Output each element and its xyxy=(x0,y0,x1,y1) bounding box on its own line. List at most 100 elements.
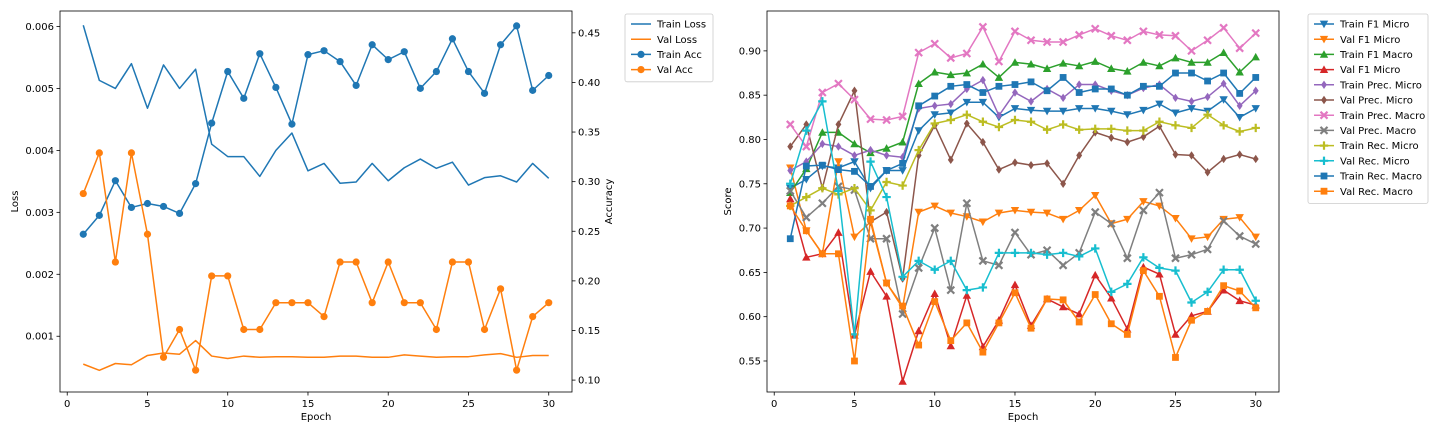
data-point xyxy=(931,92,939,100)
data-point xyxy=(930,223,940,233)
y-tick-label: 0.85 xyxy=(739,91,761,102)
data-point xyxy=(304,299,312,307)
data-point xyxy=(1203,110,1212,119)
data-point xyxy=(1251,296,1260,305)
data-point xyxy=(1091,85,1099,93)
series-line xyxy=(82,339,549,372)
data-point xyxy=(127,203,136,212)
data-point xyxy=(946,285,956,295)
data-point xyxy=(1090,207,1100,217)
data-point xyxy=(914,79,923,88)
data-point xyxy=(79,189,87,198)
data-point xyxy=(1043,295,1051,303)
data-point xyxy=(786,235,794,243)
data-point xyxy=(1187,235,1196,243)
data-point xyxy=(802,142,811,151)
data-point xyxy=(1107,107,1116,116)
data-point xyxy=(1026,59,1036,68)
data-point xyxy=(834,182,843,191)
data-point xyxy=(802,162,810,170)
data-point xyxy=(1235,296,1244,305)
data-point xyxy=(947,99,954,109)
legend-label: Train Rec. Macro xyxy=(1339,172,1422,183)
data-point xyxy=(1204,92,1211,102)
data-point xyxy=(1187,105,1196,113)
data-point xyxy=(930,289,939,298)
data-point xyxy=(480,325,489,334)
data-point xyxy=(866,114,875,124)
series-line xyxy=(789,100,1257,336)
data-point xyxy=(946,341,955,350)
data-point xyxy=(1075,318,1083,326)
data-point xyxy=(496,285,505,293)
legend-marker xyxy=(637,50,645,59)
data-point xyxy=(1010,105,1020,113)
data-point xyxy=(835,142,842,151)
data-point xyxy=(1219,96,1228,104)
data-point xyxy=(851,167,858,175)
data-point xyxy=(1235,127,1244,136)
data-point xyxy=(1220,154,1227,164)
data-point xyxy=(786,202,794,210)
data-point xyxy=(1187,46,1196,56)
data-point xyxy=(1139,106,1148,115)
data-point xyxy=(962,68,972,77)
data-point xyxy=(1059,74,1067,81)
data-point xyxy=(1058,248,1068,258)
data-point xyxy=(947,155,954,165)
data-point xyxy=(978,283,988,292)
legend-marker xyxy=(1320,187,1328,195)
data-point xyxy=(979,89,987,96)
data-point xyxy=(95,211,103,219)
data-point xyxy=(930,202,939,211)
data-point xyxy=(898,272,907,282)
data-point xyxy=(1010,58,1020,66)
legend-label: Val Loss xyxy=(657,35,697,46)
y-tick-label: 0.001 xyxy=(25,332,54,343)
data-point xyxy=(1235,214,1244,222)
data-point xyxy=(272,299,280,307)
data-point xyxy=(384,258,392,266)
data-point xyxy=(1187,123,1196,133)
data-point xyxy=(785,186,795,196)
data-point xyxy=(1251,123,1260,133)
data-point xyxy=(1026,248,1036,258)
series-line xyxy=(82,25,550,186)
data-point xyxy=(400,48,408,56)
data-point xyxy=(1058,37,1068,47)
data-point xyxy=(240,94,248,102)
data-point xyxy=(915,102,923,110)
data-point xyxy=(1251,105,1260,113)
data-point xyxy=(513,366,521,374)
data-point xyxy=(1010,248,1020,258)
data-point xyxy=(962,110,972,119)
data-point xyxy=(978,218,988,227)
data-point xyxy=(1042,125,1052,134)
data-point xyxy=(1074,105,1084,113)
series-line xyxy=(82,25,550,235)
data-point xyxy=(352,258,360,266)
data-point xyxy=(143,230,152,238)
data-point xyxy=(256,50,264,58)
legend-label: Train F1 Macro xyxy=(1339,50,1413,61)
x-tick-label: 25 xyxy=(462,399,475,410)
legend-marker xyxy=(1321,95,1327,105)
legend-marker xyxy=(1319,141,1329,150)
data-point xyxy=(1172,150,1179,159)
data-point xyxy=(1043,87,1051,95)
data-point xyxy=(1107,320,1115,328)
data-point xyxy=(529,312,537,321)
series-line xyxy=(789,185,1257,315)
data-point xyxy=(834,186,843,196)
data-point xyxy=(1220,79,1227,88)
data-point xyxy=(818,88,827,97)
data-point xyxy=(1123,279,1132,289)
data-point xyxy=(851,151,858,160)
data-point xyxy=(850,139,859,148)
data-point xyxy=(978,59,988,68)
x-tick-label: 15 xyxy=(302,399,315,410)
x-tick-label: 15 xyxy=(1009,399,1022,410)
data-point xyxy=(882,177,891,187)
data-point xyxy=(1139,206,1148,215)
